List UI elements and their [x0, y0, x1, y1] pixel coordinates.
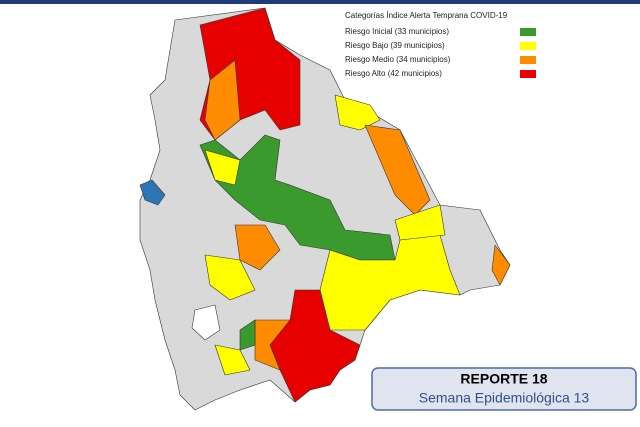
report-box: REPORTE 18 Semana Epidemiológica 13 — [371, 367, 637, 411]
legend-swatch — [520, 70, 536, 78]
legend-swatch — [520, 42, 536, 50]
region-east-yellow — [394, 204, 446, 241]
region-sw-yellow — [204, 254, 256, 301]
legend-label: Riesgo Bajo (39 municipios) — [345, 41, 445, 50]
salt-flat — [191, 304, 221, 341]
region-south-low — [239, 319, 256, 351]
report-frame — [371, 367, 637, 411]
region-center-medium — [234, 224, 281, 271]
legend-label: Riesgo Medio (34 municipios) — [345, 55, 451, 64]
legend: Categorías Índice Alerta Temprana COVID-… — [345, 11, 536, 78]
legend-label: Riesgo Inicial (33 municipios) — [345, 27, 449, 36]
lake-titicaca — [139, 179, 166, 206]
legend-label: Riesgo Alto (42 municipios) — [345, 69, 442, 78]
bolivia-map — [139, 7, 511, 411]
region-yellow-north — [334, 94, 381, 131]
legend-swatch — [520, 56, 536, 64]
report-subtitle: Semana Epidemiológica 13 — [419, 390, 590, 406]
legend-title: Categorías Índice Alerta Temprana COVID-… — [345, 11, 508, 20]
top-banner — [0, 0, 640, 4]
legend-swatch — [520, 28, 536, 36]
region-center-yellow — [204, 149, 241, 186]
region-south-medium — [254, 319, 291, 371]
region-center-low-start — [199, 134, 396, 261]
region-north-medium — [204, 59, 241, 141]
region-south-yellow — [214, 344, 251, 376]
region-far-east — [491, 244, 511, 286]
report-title: REPORTE 18 — [460, 371, 547, 387]
